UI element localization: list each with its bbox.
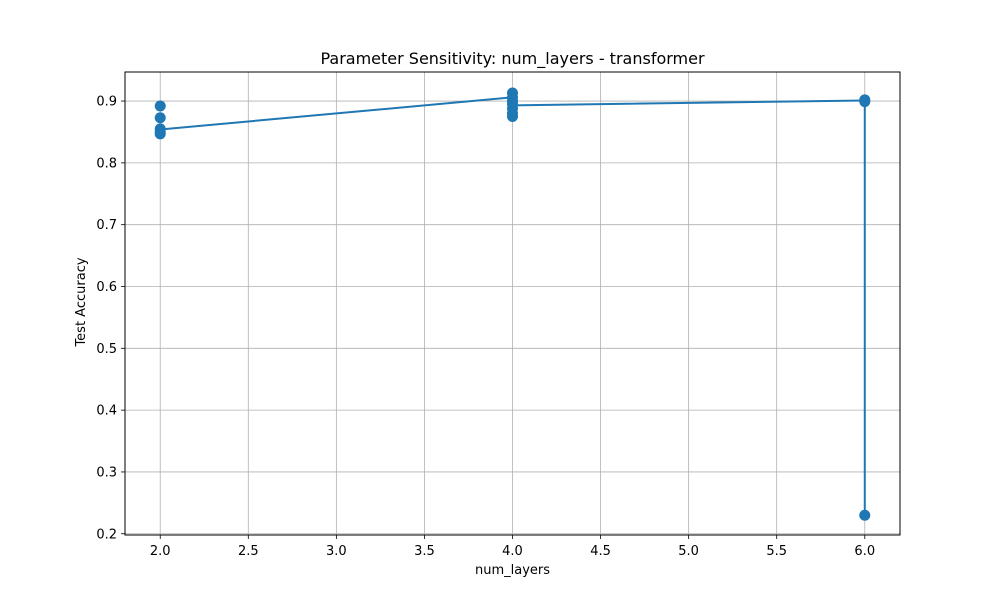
data-point [154, 100, 166, 112]
data-point [859, 509, 871, 521]
x-tick-label: 4.5 [590, 544, 611, 559]
x-tick-label: 3.5 [414, 544, 435, 559]
y-tick-label: 0.3 [96, 465, 117, 480]
series-layer [154, 87, 871, 521]
data-point [507, 111, 518, 123]
y-tick-label: 0.2 [96, 527, 117, 542]
y-tick-label: 0.4 [96, 404, 117, 419]
x-tick-label: 2.5 [238, 544, 259, 559]
y-axis-ticks: 0.2 0.3 0.4 0.5 0.6 0.7 0.8 0.9 [96, 95, 125, 542]
y-tick-label: 0.9 [96, 95, 117, 110]
data-point [154, 112, 166, 124]
data-point [859, 96, 871, 108]
y-tick-label: 0.5 [96, 342, 117, 357]
y-tick-label: 0.7 [96, 218, 117, 233]
data-point [154, 128, 166, 140]
x-tick-label: 4.0 [502, 544, 523, 559]
x-tick-label: 5.0 [678, 544, 699, 559]
x-axis-label: num_layers [475, 563, 550, 578]
chart-title: Parameter Sensitivity: num_layers - tran… [320, 49, 705, 69]
y-axis-label: Test Accuracy [74, 257, 89, 347]
x-tick-label: 6.0 [854, 544, 875, 559]
grid [125, 72, 900, 535]
x-tick-label: 5.5 [766, 544, 787, 559]
y-tick-label: 0.6 [96, 280, 117, 295]
x-tick-label: 3.0 [326, 544, 347, 559]
x-tick-label: 2.0 [150, 544, 171, 559]
y-tick-label: 0.8 [96, 156, 117, 171]
x-axis-ticks: 2.0 2.5 3.0 3.5 4.0 4.5 5.0 5.5 6.0 [150, 535, 875, 559]
